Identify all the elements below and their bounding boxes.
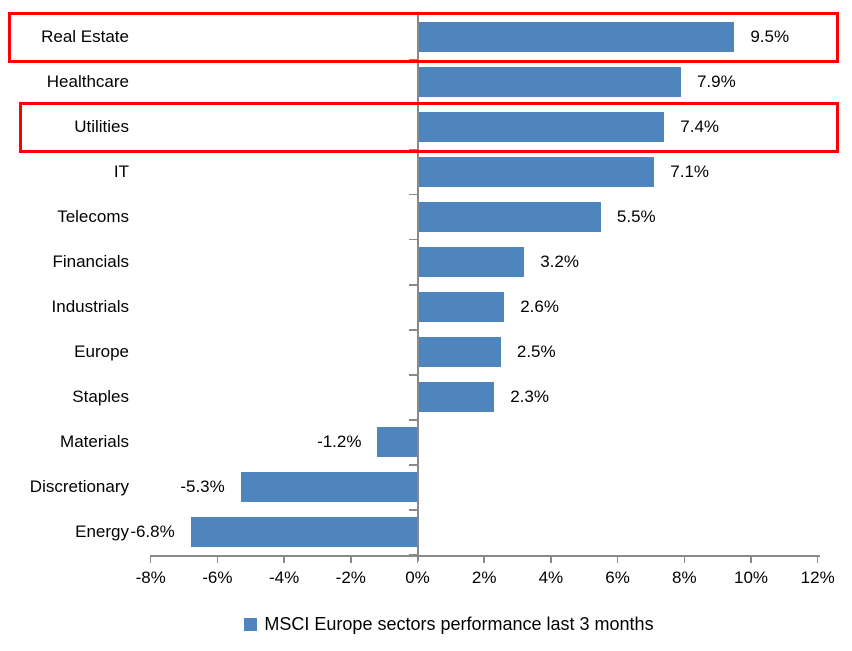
value-axis-tick — [550, 555, 552, 563]
value-axis-tick — [683, 555, 686, 563]
value-axis-tick — [616, 555, 619, 563]
axis-tick-label: -8% — [135, 568, 166, 587]
highlight-box-real-estate — [8, 11, 839, 63]
category-axis-tick — [408, 193, 417, 196]
bar — [190, 517, 418, 548]
category-axis-tick — [408, 283, 417, 286]
bar — [240, 472, 418, 503]
value-label: 7.4% — [680, 116, 720, 136]
value-label: 3.2% — [540, 251, 579, 271]
category-axis-line — [416, 14, 419, 561]
value-axis-tick — [149, 555, 152, 563]
bar — [417, 21, 735, 52]
value-label: -1.2% — [317, 432, 362, 452]
value-label: -5.3% — [180, 477, 225, 497]
category-label: IT — [113, 161, 129, 181]
category-label: Utilities — [74, 116, 129, 136]
category-label: Financials — [52, 251, 129, 271]
category-axis-tick — [408, 58, 417, 61]
category-axis-tick — [408, 419, 417, 421]
category-label: Discretionary — [29, 477, 129, 497]
value-axis-tick — [350, 555, 352, 563]
category-axis-tick — [408, 148, 417, 151]
legend-color-swatch — [244, 617, 258, 631]
category-label: Healthcare — [46, 71, 129, 91]
bar — [417, 201, 601, 232]
category-label: Energy — [75, 522, 129, 542]
value-label: 2.6% — [520, 297, 559, 317]
axis-tick-label: 2% — [471, 568, 497, 587]
value-axis-tick — [750, 555, 752, 563]
bar — [417, 111, 665, 142]
axis-tick-label: 8% — [672, 568, 697, 587]
bar — [417, 337, 501, 368]
axis-tick-label: 4% — [538, 568, 564, 587]
category-axis-tick — [408, 374, 417, 376]
value-axis-tick — [283, 555, 285, 563]
category-axis-tick — [408, 329, 417, 331]
axis-tick-label: 6% — [605, 568, 630, 587]
value-label: 2.3% — [510, 387, 549, 407]
value-label: 9.5% — [750, 26, 790, 46]
bar — [417, 292, 505, 323]
bar — [417, 382, 495, 413]
legend-label: MSCI Europe sectors performance last 3 m… — [264, 613, 654, 634]
highlight-box-utilities — [19, 101, 839, 153]
category-label: Industrials — [51, 297, 129, 316]
axis-tick-label: -4% — [268, 568, 300, 587]
category-axis-tick — [408, 464, 417, 466]
value-label: 7.1% — [670, 161, 710, 181]
axis-tick-label: 0% — [405, 568, 430, 587]
category-label: Europe — [74, 342, 129, 362]
axis-tick-label: -2% — [335, 568, 366, 587]
axis-tick-label: 10% — [733, 568, 769, 587]
value-axis-line — [150, 555, 820, 557]
bar — [417, 156, 655, 187]
axis-tick-label: 12% — [800, 568, 835, 587]
value-axis-tick — [216, 555, 219, 563]
value-axis-tick — [483, 555, 485, 563]
value-label: 2.5% — [516, 342, 556, 362]
category-axis-tick — [408, 509, 417, 511]
value-axis-tick — [416, 555, 419, 563]
bar — [377, 427, 418, 458]
category-label: Materials — [60, 432, 129, 452]
category-label: Telecoms — [57, 206, 129, 226]
category-label: Real Estate — [41, 26, 129, 46]
bar — [417, 246, 525, 277]
bar — [417, 66, 681, 97]
value-label: 5.5% — [616, 206, 656, 226]
legend: MSCI Europe sectors performance last 3 m… — [23, 610, 852, 638]
value-label: 7.9% — [696, 71, 736, 91]
category-axis-tick — [408, 238, 417, 241]
value-label: -6.8% — [130, 522, 175, 542]
axis-tick-label: -6% — [202, 568, 233, 587]
value-axis-tick — [816, 555, 819, 563]
category-label: Staples — [72, 387, 129, 407]
